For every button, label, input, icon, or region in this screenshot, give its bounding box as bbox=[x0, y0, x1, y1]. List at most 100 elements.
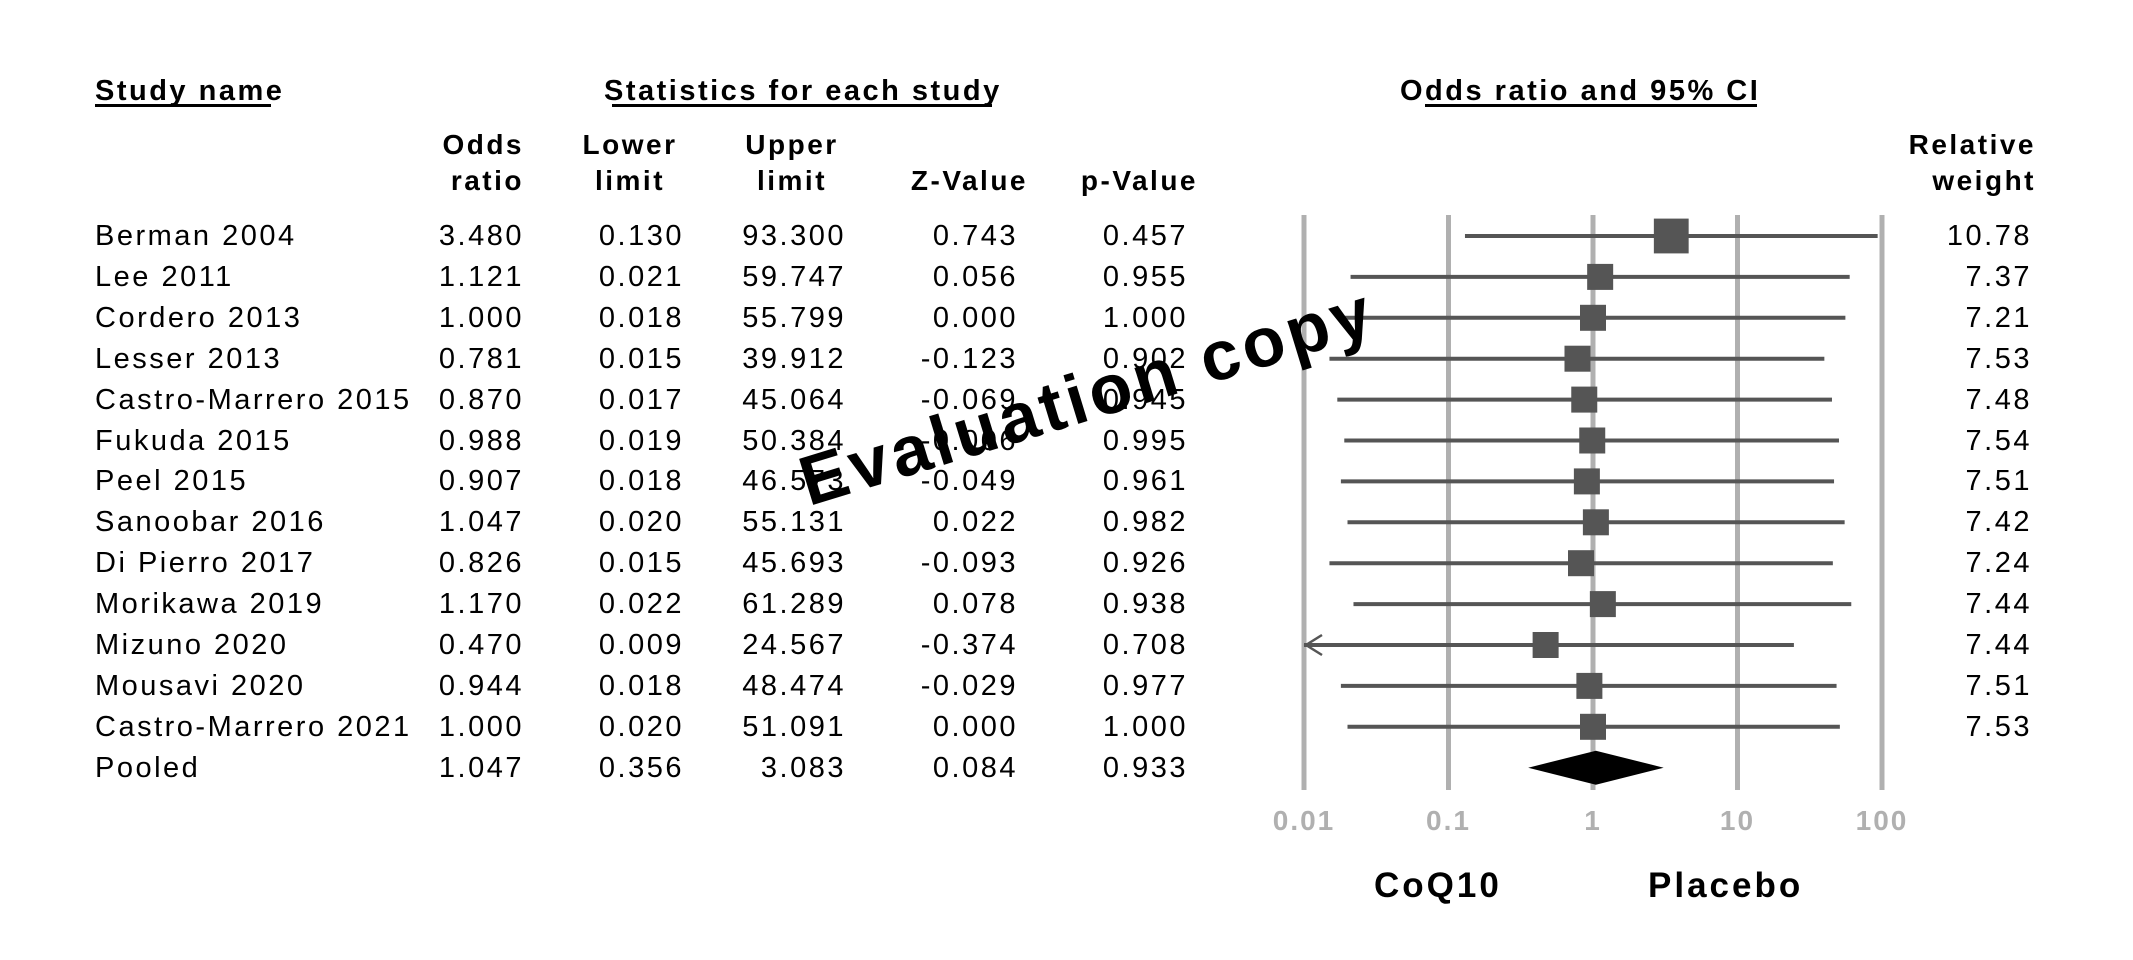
col-header-odds-ratio-line2: ratio bbox=[450, 165, 524, 196]
cell-study-name: Mousavi 2020 bbox=[95, 669, 306, 702]
col-header-p-value-label: p-Value bbox=[1080, 165, 1198, 196]
point-estimate bbox=[1532, 632, 1559, 658]
cell-p-value: 0.708 bbox=[1102, 629, 1188, 661]
col-header-z-value: Z-Value bbox=[870, 163, 1028, 199]
point-estimate bbox=[1580, 713, 1606, 740]
cell-upper-limit: 50.384 bbox=[742, 424, 846, 457]
cell-p-value: 0.982 bbox=[1102, 506, 1188, 539]
point-estimate bbox=[1589, 591, 1616, 618]
cell-z-value: 0.084 bbox=[932, 751, 1018, 784]
cell-p-value: 0.961 bbox=[1102, 465, 1188, 498]
col-header-upper-limit: Upper limit bbox=[722, 127, 862, 199]
cell-study-name: Peel 2015 bbox=[95, 465, 249, 498]
cell-study-name: Fukuda 2015 bbox=[95, 424, 292, 457]
cell-p-value: 0.457 bbox=[1102, 220, 1188, 252]
cell-upper-limit: 46.573 bbox=[742, 465, 846, 498]
cell-lower-limit: 0.009 bbox=[598, 629, 684, 661]
cell-lower-limit: 0.015 bbox=[598, 547, 684, 580]
cell-odds-ratio: 0.870 bbox=[438, 383, 524, 416]
cell-p-value: 0.977 bbox=[1102, 669, 1188, 702]
cell-odds-ratio: 1.047 bbox=[438, 506, 524, 539]
header-statistics-underline bbox=[612, 104, 992, 107]
cell-lower-limit: 0.018 bbox=[598, 465, 684, 498]
cell-lower-limit: 0.020 bbox=[598, 710, 684, 743]
cell-odds-ratio: 1.000 bbox=[438, 710, 524, 743]
cell-upper-limit: 55.131 bbox=[742, 506, 846, 539]
header-or-ci-underline bbox=[1425, 104, 1757, 107]
cell-z-value: 0.743 bbox=[932, 220, 1018, 252]
cell-z-value: -0.069 bbox=[920, 383, 1018, 416]
cell-study-name: Cordero 2013 bbox=[95, 301, 303, 334]
cell-study-name: Sanoobar 2016 bbox=[95, 506, 326, 539]
cell-z-value: -0.123 bbox=[920, 342, 1018, 375]
cell-lower-limit: 0.015 bbox=[598, 342, 684, 375]
cell-odds-ratio: 1.047 bbox=[438, 751, 524, 784]
cell-relative-weight: 7.53 bbox=[1965, 342, 2032, 375]
cell-z-value: -0.093 bbox=[920, 547, 1018, 580]
cell-p-value: 0.926 bbox=[1102, 547, 1188, 580]
cell-relative-weight: 7.53 bbox=[1965, 710, 2032, 743]
cell-upper-limit: 24.567 bbox=[742, 629, 846, 661]
point-estimate bbox=[1653, 218, 1689, 254]
cell-relative-weight: 7.51 bbox=[1965, 669, 2032, 702]
cell-p-value: 1.000 bbox=[1102, 301, 1188, 334]
point-estimate bbox=[1564, 345, 1591, 372]
cell-lower-limit: 0.022 bbox=[598, 588, 684, 621]
cell-z-value: 0.056 bbox=[932, 260, 1018, 293]
cell-p-value: 0.933 bbox=[1102, 751, 1188, 784]
cell-study-name: Di Pierro 2017 bbox=[95, 547, 316, 580]
cell-study-name: Pooled bbox=[95, 751, 201, 784]
cell-relative-weight: 7.24 bbox=[1965, 547, 2032, 580]
cell-odds-ratio: 1.170 bbox=[438, 588, 524, 621]
point-estimate bbox=[1587, 263, 1614, 290]
cell-lower-limit: 0.020 bbox=[598, 506, 684, 539]
cell-lower-limit: 0.017 bbox=[598, 383, 684, 416]
col-header-lower-limit-line1: Lower bbox=[582, 129, 678, 160]
pooled-diamond bbox=[1528, 750, 1664, 785]
col-header-relative-weight-line2: weight bbox=[1932, 165, 2036, 196]
axis-label-coq10: CoQ10 bbox=[1374, 866, 1502, 905]
cell-lower-limit: 0.130 bbox=[598, 220, 684, 252]
cell-p-value: 0.902 bbox=[1102, 342, 1188, 375]
cell-z-value: 0.000 bbox=[932, 301, 1018, 334]
cell-study-name: Castro-Marrero 2021 bbox=[95, 710, 412, 743]
header-study-name: Study name bbox=[95, 75, 285, 107]
header-or-ci: Odds ratio and 95% CI bbox=[1400, 75, 1761, 107]
cell-upper-limit: 45.064 bbox=[742, 383, 846, 416]
col-header-odds-ratio-line1: Odds bbox=[442, 129, 524, 160]
col-header-lower-limit: Lower limit bbox=[560, 127, 700, 199]
cell-odds-ratio: 3.480 bbox=[438, 220, 524, 252]
col-header-relative-weight: Relative weight bbox=[1860, 127, 2036, 199]
cell-study-name: Castro-Marrero 2015 bbox=[95, 383, 412, 416]
cell-relative-weight: 7.48 bbox=[1965, 383, 2032, 416]
x-tick-label: 0.1 bbox=[1426, 805, 1471, 836]
cell-study-name: Mizuno 2020 bbox=[95, 629, 289, 661]
point-estimate bbox=[1571, 386, 1598, 413]
point-estimate bbox=[1582, 509, 1609, 536]
ci-arrow-left bbox=[1303, 633, 1323, 657]
cell-odds-ratio: 0.944 bbox=[438, 669, 524, 702]
header-statistics: Statistics for each study bbox=[604, 75, 1002, 107]
x-tick-label: 10 bbox=[1720, 805, 1755, 836]
x-tick-label: 100 bbox=[1856, 805, 1909, 836]
cell-upper-limit: 45.693 bbox=[742, 547, 846, 580]
cell-relative-weight: 10.78 bbox=[1946, 220, 2032, 252]
cell-lower-limit: 0.018 bbox=[598, 301, 684, 334]
cell-upper-limit: 55.799 bbox=[742, 301, 846, 334]
cell-odds-ratio: 1.000 bbox=[438, 301, 524, 334]
cell-upper-limit: 48.474 bbox=[742, 669, 846, 702]
point-estimate bbox=[1579, 427, 1606, 454]
axis-label-placebo: Placebo bbox=[1648, 866, 1804, 905]
cell-odds-ratio: 0.907 bbox=[438, 465, 524, 498]
cell-relative-weight: 7.44 bbox=[1965, 629, 2032, 661]
col-header-p-value: p-Value bbox=[1040, 163, 1198, 199]
cell-study-name: Berman 2004 bbox=[95, 220, 297, 252]
col-header-z-value-label: Z-Value bbox=[910, 165, 1028, 196]
cell-lower-limit: 0.021 bbox=[598, 260, 684, 293]
col-header-odds-ratio: Odds ratio bbox=[400, 127, 524, 199]
point-estimate bbox=[1576, 672, 1603, 699]
point-estimate bbox=[1580, 304, 1606, 331]
cell-lower-limit: 0.356 bbox=[598, 751, 684, 784]
